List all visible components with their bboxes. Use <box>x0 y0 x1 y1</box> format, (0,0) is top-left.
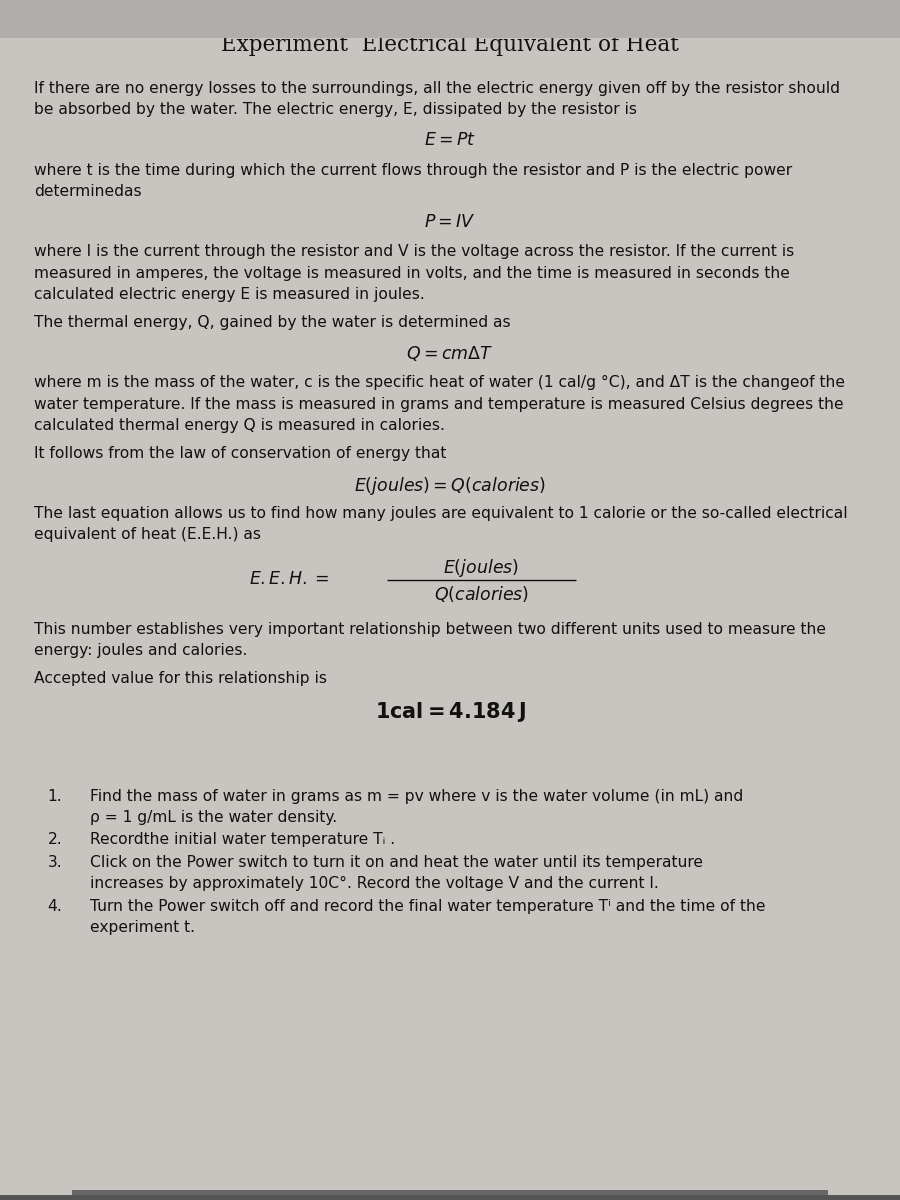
Text: $E(joules) = Q(calories)$: $E(joules) = Q(calories)$ <box>354 475 546 497</box>
Text: Accepted value for this relationship is: Accepted value for this relationship is <box>34 671 328 685</box>
Text: $P = IV$: $P = IV$ <box>424 214 476 230</box>
Bar <box>0 1195 900 1200</box>
Text: The last equation allows us to find how many joules are equivalent to 1 calorie : The last equation allows us to find how … <box>34 506 848 521</box>
Text: Recordthe initial water temperature Tᵢ .: Recordthe initial water temperature Tᵢ . <box>90 833 395 847</box>
Bar <box>72 1190 828 1200</box>
Text: 3.: 3. <box>48 854 62 870</box>
Text: where I is the current through the resistor and V is the voltage across the resi: where I is the current through the resis… <box>34 245 795 259</box>
Text: 2.: 2. <box>48 833 62 847</box>
Text: $E(joules)$: $E(joules)$ <box>444 557 519 578</box>
Text: ρ = 1 g/mL is the water density.: ρ = 1 g/mL is the water density. <box>90 810 338 826</box>
Text: $Q(calories)$: $Q(calories)$ <box>434 584 529 604</box>
Text: be absorbed by the water. The electric energy, E, dissipated by the resistor is: be absorbed by the water. The electric e… <box>34 102 637 118</box>
Text: $Q = cm\Delta T$: $Q = cm\Delta T$ <box>407 344 493 364</box>
Text: measured in amperes, the voltage is measured in volts, and the time is measured : measured in amperes, the voltage is meas… <box>34 265 790 281</box>
Text: This number establishes very important relationship between two different units : This number establishes very important r… <box>34 622 826 637</box>
Text: determinedas: determinedas <box>34 184 142 199</box>
Text: water temperature. If the mass is measured in grams and temperature is measured : water temperature. If the mass is measur… <box>34 396 844 412</box>
Text: calculated thermal energy Q is measured in calories.: calculated thermal energy Q is measured … <box>34 418 446 433</box>
Text: $E.E.H.=$: $E.E.H.=$ <box>248 571 328 588</box>
Text: The thermal energy, Q, gained by the water is determined as: The thermal energy, Q, gained by the wat… <box>34 314 511 330</box>
Text: 1.: 1. <box>48 788 62 804</box>
Text: equivalent of heat (E.E.H.) as: equivalent of heat (E.E.H.) as <box>34 527 261 542</box>
Text: Click on the Power switch to turn it on and heat the water until its temperature: Click on the Power switch to turn it on … <box>90 854 703 870</box>
Text: where t is the time during which the current flows through the resistor and P is: where t is the time during which the cur… <box>34 163 792 178</box>
Text: calculated electric energy E is measured in joules.: calculated electric energy E is measured… <box>34 287 425 302</box>
Text: energy: joules and calories.: energy: joules and calories. <box>34 643 248 658</box>
Text: It follows from the law of conservation of energy that: It follows from the law of conservation … <box>34 445 446 461</box>
Text: Turn the Power switch off and record the final water temperature Tⁱ and the time: Turn the Power switch off and record the… <box>90 899 766 913</box>
Text: where m is the mass of the water, c is the specific heat of water (1 cal/g °C), : where m is the mass of the water, c is t… <box>34 376 845 390</box>
Text: increases by approximately 10C°. Record the voltage V and the current I.: increases by approximately 10C°. Record … <box>90 876 659 892</box>
Bar <box>0 0 900 38</box>
Text: $E = Pt$: $E = Pt$ <box>424 132 476 149</box>
Text: $\mathbf{1cal = 4.184\,J}$: $\mathbf{1cal = 4.184\,J}$ <box>374 701 526 725</box>
Text: Find the mass of water in grams as m = pv where v is the water volume (in mL) an: Find the mass of water in grams as m = p… <box>90 788 743 804</box>
Text: 4.: 4. <box>48 899 62 913</box>
Text: experiment t.: experiment t. <box>90 920 195 935</box>
Text: If there are no energy losses to the surroundings, all the electric energy given: If there are no energy losses to the sur… <box>34 80 841 96</box>
Text: Experiment  Electrical Equivalent of Heat: Experiment Electrical Equivalent of Heat <box>221 34 679 55</box>
